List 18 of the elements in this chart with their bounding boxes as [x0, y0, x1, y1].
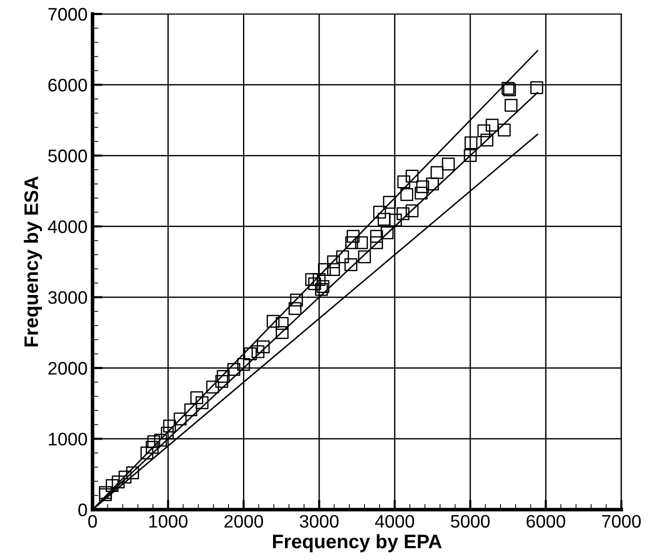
y-tick-label: 7000	[48, 8, 87, 21]
y-tick-label: 5000	[48, 150, 87, 162]
x-tick-label: 4000	[375, 514, 414, 528]
y-tick-label: 1000	[48, 432, 87, 446]
x-tick-label: 6000	[526, 514, 566, 528]
y-axis-title: Frequency by ESA	[24, 176, 42, 346]
x-tick-label: 3000	[300, 514, 339, 528]
x-tick-label: 2000	[224, 514, 264, 528]
x-tick-label: 5000	[450, 514, 490, 528]
x-axis-title: Frequency by EPA	[273, 534, 442, 552]
y-tick-label: 3000	[48, 291, 87, 304]
y-tick-label: 4000	[48, 220, 87, 234]
y-tick-label: 0	[78, 504, 87, 516]
y-tick-label: 6000	[48, 78, 87, 92]
y-tick-label: 2000	[48, 362, 87, 375]
x-tick-label: 0	[88, 514, 97, 528]
x-tick-label: 7000	[602, 514, 641, 528]
x-tick-label: 1000	[149, 514, 188, 528]
